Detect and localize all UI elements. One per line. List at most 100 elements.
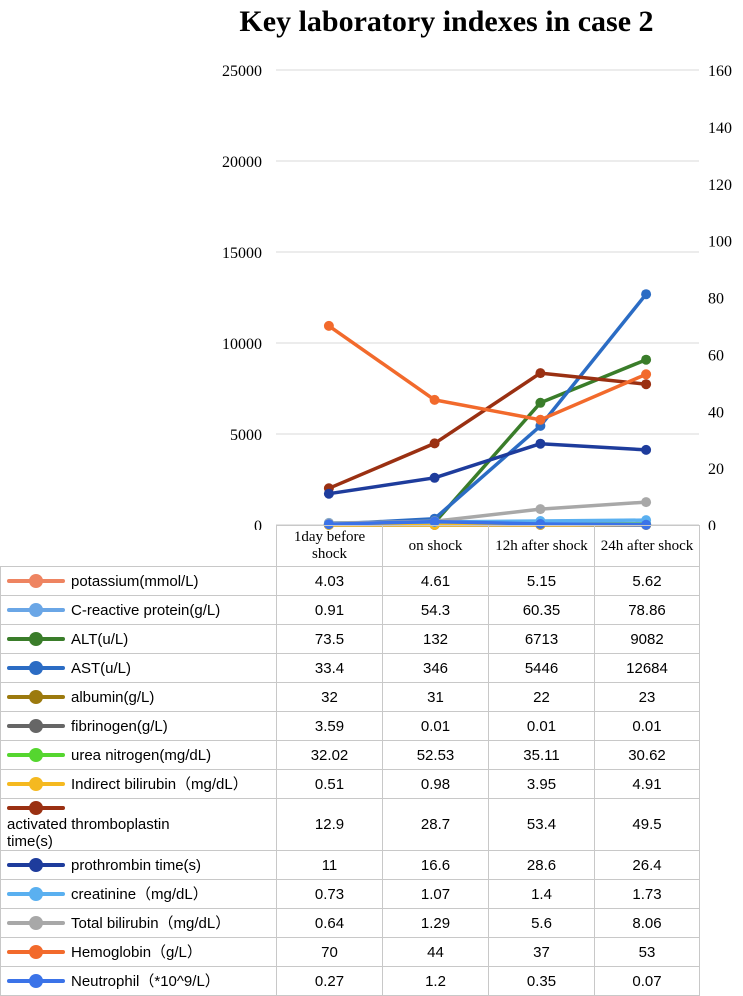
table-cell: 78.86 — [594, 595, 700, 625]
legend-entry: activated thromboplastin time(s) — [0, 798, 277, 851]
series-name: Hemoglobin（g/L） — [71, 943, 202, 961]
table-cell: 31 — [382, 682, 489, 712]
table-cell: 26.4 — [594, 850, 700, 880]
table-cell: 132 — [382, 624, 489, 654]
legend-swatch-icon — [7, 690, 65, 705]
series-name: ALT(u/L) — [71, 630, 129, 648]
table-cell: 3.59 — [276, 711, 383, 741]
data-point — [323, 488, 334, 499]
y-left-tick-label: 20000 — [222, 154, 262, 171]
y-left-tick-label: 5000 — [230, 427, 262, 444]
data-point — [535, 438, 546, 449]
table-cell: 52.53 — [382, 740, 489, 770]
series-line — [327, 324, 647, 422]
table-cell: 30.62 — [594, 740, 700, 770]
data-point — [641, 497, 652, 508]
legend-swatch-icon — [7, 945, 65, 960]
series-name: Total bilirubin（mg/dL） — [71, 914, 231, 932]
series-name: AST(u/L) — [71, 659, 132, 677]
legend-entry: fibrinogen(g/L) — [0, 711, 277, 741]
data-table: 1day before shock on shock 12h after sho… — [0, 525, 700, 996]
table-cell: 1.4 — [488, 879, 595, 909]
table-cell: 6713 — [488, 624, 595, 654]
table-cell: 54.3 — [382, 595, 489, 625]
series-name: C-reactive protein(g/L) — [71, 601, 221, 619]
table-header-row: 1day before shock on shock 12h after sho… — [0, 525, 700, 567]
series-line — [328, 519, 647, 527]
table-cell: 35.11 — [488, 740, 595, 770]
table-cell: 0.98 — [382, 769, 489, 799]
series-line — [328, 441, 647, 496]
legend-swatch-icon — [7, 574, 65, 589]
y-left-tick-label: 10000 — [222, 336, 262, 353]
legend-swatch-icon — [7, 603, 65, 618]
series-name: Neutrophil（*10^9/L） — [71, 972, 220, 990]
table-cell: 16.6 — [382, 850, 489, 880]
data-point — [641, 444, 652, 455]
table-cell: 70 — [276, 937, 383, 967]
table-cell: 4.03 — [276, 566, 383, 596]
table-cell: 37 — [488, 937, 595, 967]
table-cell: 1.73 — [594, 879, 700, 909]
table-cell: 1.29 — [382, 908, 489, 938]
data-point — [535, 397, 546, 408]
table-cell: 12.9 — [276, 798, 383, 851]
legend-entry: AST(u/L) — [0, 653, 277, 683]
legend-swatch-icon — [7, 801, 65, 816]
table-cell: 0.01 — [594, 711, 700, 741]
data-point — [535, 504, 546, 515]
table-row: ALT(u/L) 73.5 132 6713 9082 — [0, 624, 700, 654]
legend-entry: albumin(g/L) — [0, 682, 277, 712]
table-cell: 60.35 — [488, 595, 595, 625]
y-left-tick-label: 25000 — [222, 63, 262, 80]
data-point — [429, 394, 440, 405]
chart-title: Key laboratory indexes in case 2 — [239, 5, 654, 38]
y-right-tick-label: 160 — [708, 63, 732, 80]
legend-swatch-icon — [7, 661, 65, 676]
legend-swatch-icon — [7, 632, 65, 647]
column-header: 1day before shock — [276, 525, 383, 567]
data-point — [429, 438, 440, 449]
column-header: 12h after shock — [488, 525, 595, 567]
table-row: Hemoglobin（g/L） 70 44 37 53 — [0, 937, 700, 967]
table-row: Indirect bilirubin（mg/dL） 0.51 0.98 3.95 4.9… — [0, 769, 700, 799]
data-point — [323, 320, 334, 331]
legend-swatch-icon — [7, 719, 65, 734]
table-cell: 0.51 — [276, 769, 383, 799]
legend-entry: creatinine（mg/dL） — [0, 879, 277, 909]
table-row: C-reactive protein(g/L) 0.91 54.3 60.35 78.8… — [0, 595, 700, 625]
legend-swatch-icon — [7, 777, 65, 792]
data-point — [429, 516, 440, 527]
y-right-tick-label: 60 — [708, 347, 724, 364]
data-point — [641, 289, 652, 300]
table-cell: 73.5 — [276, 624, 383, 654]
series-name: creatinine（mg/dL） — [71, 885, 208, 903]
table-row: urea nitrogen(mg/dL) 32.02 52.53 35.11 30.62 — [0, 740, 700, 770]
table-cell: 4.61 — [382, 566, 489, 596]
table-cell: 1.07 — [382, 879, 489, 909]
table-corner — [0, 525, 277, 567]
legend-swatch-icon — [7, 858, 65, 873]
table-row: potassium(mmol/L) 4.03 4.61 5.15 5.62 — [0, 566, 700, 596]
y-right-tick-label: 0 — [708, 518, 716, 530]
legend-swatch-icon — [7, 916, 65, 931]
table-cell: 23 — [594, 682, 700, 712]
table-cell: 32.02 — [276, 740, 383, 770]
series-name: activated thromboplastin time(s) — [7, 816, 170, 850]
table-cell: 0.73 — [276, 879, 383, 909]
data-point — [535, 368, 546, 379]
table-cell: 5.62 — [594, 566, 700, 596]
table-cell: 53 — [594, 937, 700, 967]
table-cell: 4.91 — [594, 769, 700, 799]
table-cell: 0.01 — [488, 711, 595, 741]
table-cell: 0.64 — [276, 908, 383, 938]
legend-entry: urea nitrogen(mg/dL) — [0, 740, 277, 770]
table-cell: 346 — [382, 653, 489, 683]
legend-entry: C-reactive protein(g/L) — [0, 595, 277, 625]
table-cell: 1.2 — [382, 966, 489, 996]
y-right-tick-label: 40 — [708, 404, 724, 421]
table-row: fibrinogen(g/L) 3.59 0.01 0.01 0.01 — [0, 711, 700, 741]
column-header: on shock — [382, 525, 489, 567]
y-right-tick-label: 140 — [708, 120, 732, 137]
y-right-tick-label: 100 — [708, 234, 732, 251]
